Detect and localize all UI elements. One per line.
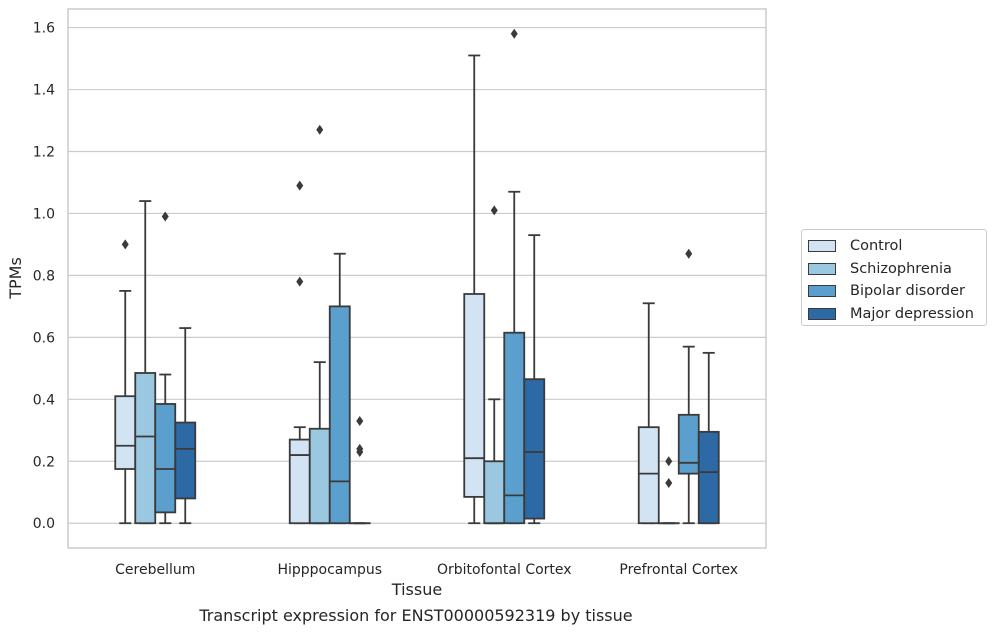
legend-swatch — [808, 285, 836, 298]
box-group — [308, 124, 331, 525]
box — [677, 413, 700, 475]
box — [328, 305, 351, 525]
box-group — [114, 239, 137, 525]
y-tick-label: 0.0 — [33, 516, 55, 532]
outlier-point — [296, 276, 304, 287]
box-group — [154, 211, 177, 525]
box — [463, 293, 486, 498]
box-group — [697, 351, 720, 525]
y-tick-label: 0.2 — [33, 454, 55, 470]
outlier-point — [316, 124, 324, 135]
legend-label: Bipolar disorder — [850, 283, 965, 300]
box-group — [637, 302, 660, 525]
outlier-point — [490, 205, 498, 216]
x-tick-label: Prefrontal Cortex — [619, 562, 738, 578]
box — [174, 421, 197, 500]
outlier-point — [121, 239, 129, 250]
y-tick-label: 0.8 — [33, 268, 55, 284]
y-tick-label: 1.4 — [33, 83, 55, 99]
box — [523, 378, 546, 520]
chart-caption: Transcript expression for ENST0000059231… — [199, 606, 633, 625]
legend-label: Major depression — [850, 305, 974, 322]
x-tick-label: Orbitofontal Cortex — [437, 562, 572, 578]
box-group — [348, 415, 371, 525]
legend-item: Schizophrenia — [808, 258, 986, 281]
box — [308, 427, 331, 525]
x-tick-label: Hipppocampus — [277, 562, 382, 578]
x-tick-label: Cerebellum — [115, 562, 195, 578]
box-group — [288, 180, 311, 525]
outlier-point — [356, 415, 364, 426]
legend-item: Control — [808, 235, 986, 258]
outlier-point — [296, 180, 304, 191]
y-tick-label: 0.4 — [33, 392, 55, 408]
y-axis-ticks: 0.0 0.2 0.4 0.6 0.8 1.0 1.2 1.4 1.6 — [33, 21, 55, 533]
legend-swatch — [808, 240, 836, 253]
box-group — [134, 200, 157, 525]
legend-swatch — [808, 307, 836, 320]
outlier-point — [510, 28, 518, 39]
box — [154, 403, 177, 514]
box-group — [483, 205, 506, 525]
box-group — [523, 234, 546, 525]
outlier-point — [685, 248, 693, 259]
legend-swatch — [808, 262, 836, 275]
x-axis-label: Tissue — [391, 580, 442, 599]
box-group — [328, 252, 351, 525]
outlier-point — [356, 443, 364, 454]
box — [637, 426, 660, 525]
outlier-point — [665, 477, 673, 488]
box — [483, 460, 506, 525]
chart-legend: Control Schizophrenia Bipolar disorder Majo… — [801, 229, 987, 326]
y-tick-label: 1.2 — [33, 144, 55, 160]
box — [114, 395, 137, 470]
box — [288, 438, 311, 525]
legend-label: Schizophrenia — [850, 260, 952, 277]
box-group — [657, 456, 680, 525]
box-group — [463, 54, 486, 525]
outlier-point — [665, 456, 673, 467]
y-axis-label: TPMs — [6, 257, 25, 300]
box — [697, 430, 720, 525]
box-group — [677, 248, 700, 525]
legend-label: Control — [850, 238, 903, 255]
outlier-point — [161, 211, 169, 222]
box-series — [114, 28, 720, 525]
box-group — [174, 327, 197, 525]
legend-item: Major depression — [808, 303, 986, 326]
legend-item: Bipolar disorder — [808, 280, 986, 303]
y-tick-label: 1.6 — [33, 21, 55, 37]
x-axis-ticks: Cerebellum Hipppocampus Orbitofontal Corte… — [115, 562, 738, 578]
box — [134, 372, 157, 525]
y-tick-label: 1.0 — [33, 206, 55, 222]
y-tick-label: 0.6 — [33, 330, 55, 346]
plot-frame — [67, 8, 767, 549]
